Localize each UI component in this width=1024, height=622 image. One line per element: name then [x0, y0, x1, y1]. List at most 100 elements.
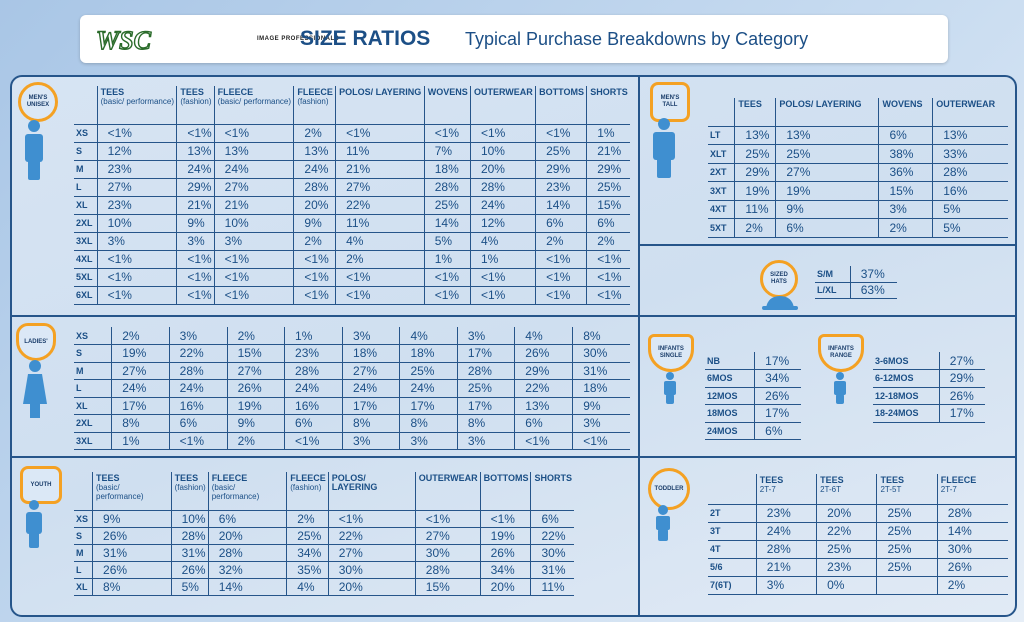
divider-tall-hats: [640, 244, 1016, 246]
ratio-cell: 37%: [849, 266, 897, 283]
ratio-cell: <1%: [335, 286, 425, 305]
ratio-cell: 28%: [932, 163, 1008, 182]
column-header: TEES (basic/ performance): [92, 472, 172, 510]
table-row: 4XL <1% <1% <1% <1% 2% 1% 1% <1% <1%: [74, 250, 630, 269]
size-label: L: [74, 561, 93, 579]
ratio-cell: 2%: [586, 232, 630, 251]
ratio-cell: 17%: [754, 352, 801, 370]
ratio-cell: 28%: [423, 178, 471, 197]
column-header-sub: (fashion): [180, 97, 212, 106]
toddler-badge: TODDLER: [648, 468, 690, 510]
ratio-cell: <1%: [535, 124, 587, 143]
size-label: XS: [74, 510, 93, 528]
ratio-cell: 1%: [469, 250, 536, 269]
column-header: FLEECE (basic/ performance): [213, 86, 294, 124]
ratio-cell: 35%: [286, 561, 329, 579]
ratio-cell: 28%: [456, 362, 515, 380]
table-row: XS 9% 10% 6% 2% <1% <1% <1% 6%: [74, 510, 574, 528]
ratio-cell: 4%: [286, 578, 329, 596]
column-header-name: POLOS/ LAYERING: [339, 87, 422, 97]
ratio-cell: 31%: [170, 544, 209, 562]
size-label: 7(6T): [708, 576, 757, 595]
column-header: SHORTS: [586, 86, 630, 124]
ratio-cell: 26%: [226, 379, 285, 398]
ratio-cell: 19%: [226, 397, 285, 415]
ratio-cell: 27%: [111, 362, 170, 380]
ratio-cell: 23%: [816, 558, 877, 577]
ratio-cell: 2%: [936, 576, 1008, 595]
table-row: M 23% 24% 24% 24% 21% 18% 20% 29% 29%: [74, 160, 630, 179]
ratio-cell: 29%: [535, 160, 587, 179]
size-label: M: [74, 362, 112, 380]
size-label: 5XL: [74, 268, 98, 287]
column-header-sub: 2T-5T: [880, 485, 902, 494]
table-row: 4XT 11% 9% 3% 5%: [708, 200, 1008, 219]
ratio-cell: 2%: [878, 218, 933, 238]
column-header-name: TEES: [759, 475, 784, 485]
mens-unisex-badge: MEN'S UNISEX: [18, 82, 58, 122]
ratio-cell: 22%: [816, 522, 877, 541]
divider-infants-toddler: [640, 456, 1016, 458]
toddler-table: TEES 2T-7 TEES 2T-6T TEES 2T-5T FLEECE 2T-7 2T 23…: [708, 474, 1008, 595]
ratio-cell: 28%: [936, 504, 1008, 523]
ratio-cell: 29%: [514, 362, 573, 380]
column-header-name: WOVENS: [427, 87, 468, 97]
table-row: XS 2% 3% 2% 1% 3% 4% 3% 4% 8%: [74, 327, 630, 345]
ratio-cell: 25%: [586, 178, 630, 197]
ratio-cell: 2%: [734, 218, 776, 238]
youth-badge: YOUTH: [20, 466, 62, 504]
ratio-cell: 30%: [936, 540, 1008, 559]
ratio-cell: 1%: [423, 250, 471, 269]
ratio-cell: 12%: [469, 214, 536, 233]
wsc-logo: WSC: [96, 25, 152, 55]
ladies-table: XS 2% 3% 2% 1% 3% 4% 3% 4% 8% S 19% 22% 15% 23% 18% 18% 1…: [74, 327, 630, 450]
ratio-cell: 3%: [176, 232, 215, 251]
ratio-cell: 8%: [342, 414, 400, 433]
column-header-sub: (basic/ performance): [96, 483, 144, 501]
ratio-cell: 26%: [170, 561, 209, 579]
ratio-cell: 3%: [878, 200, 933, 219]
table-row: LT 13% 13% 6% 13%: [708, 126, 1008, 145]
column-header-name: WOVENS: [882, 99, 923, 109]
ratio-cell: 24%: [213, 160, 294, 179]
sized-hats-badge: SIZED HATS: [760, 260, 798, 298]
table-row: M 31% 31% 28% 34% 27% 30% 26% 30%: [74, 544, 574, 562]
ratio-cell: 5%: [932, 200, 1008, 219]
ratio-cell: 25%: [816, 540, 877, 559]
header-corner: [74, 86, 97, 124]
mens-tall-badge: MEN'S TALL: [650, 82, 690, 122]
table-row: S/M 37%: [815, 266, 897, 283]
ratio-cell: <1%: [414, 510, 481, 528]
ratio-cell: 6%: [530, 510, 574, 528]
ratio-cell: <1%: [176, 286, 215, 305]
ratio-cell: 22%: [530, 527, 574, 545]
ratio-cell: 21%: [176, 196, 215, 215]
size-label: M: [74, 544, 93, 562]
column-header: FLEECE (fashion): [286, 472, 329, 510]
ratio-cell: 3%: [755, 576, 817, 595]
ratio-cell: 19%: [111, 344, 170, 363]
ladies-figure-icon: [23, 360, 47, 418]
ratio-cell: 16%: [168, 397, 228, 415]
ratio-cell: <1%: [96, 268, 177, 287]
ratio-cell: <1%: [293, 250, 336, 269]
ratio-cell: 6%: [207, 510, 287, 528]
ratio-cell: 2%: [293, 124, 336, 143]
column-header-name: TEES: [820, 475, 844, 485]
ratio-cell: 28%: [414, 561, 481, 579]
ratio-cell: 26%: [92, 561, 172, 579]
ratio-cell: 28%: [755, 540, 817, 559]
ratio-cell: 1%: [284, 327, 343, 345]
table-row: 3-6MOS 27%: [873, 352, 985, 370]
ratio-cell: 34%: [479, 561, 531, 579]
ratio-cell: 14%: [207, 578, 287, 596]
ratio-cell: 25%: [535, 142, 587, 161]
table-row: 18MOS 17%: [705, 404, 801, 423]
ratio-cell: 10%: [170, 510, 209, 528]
ratio-cell: <1%: [514, 432, 573, 450]
ratio-cell: 19%: [775, 181, 879, 201]
column-header-sub: (basic/ performance): [100, 97, 174, 106]
column-header-name: TEES: [174, 473, 199, 483]
ratio-cell: 2%: [226, 327, 285, 345]
table-row: XLT 25% 25% 38% 33%: [708, 144, 1008, 164]
